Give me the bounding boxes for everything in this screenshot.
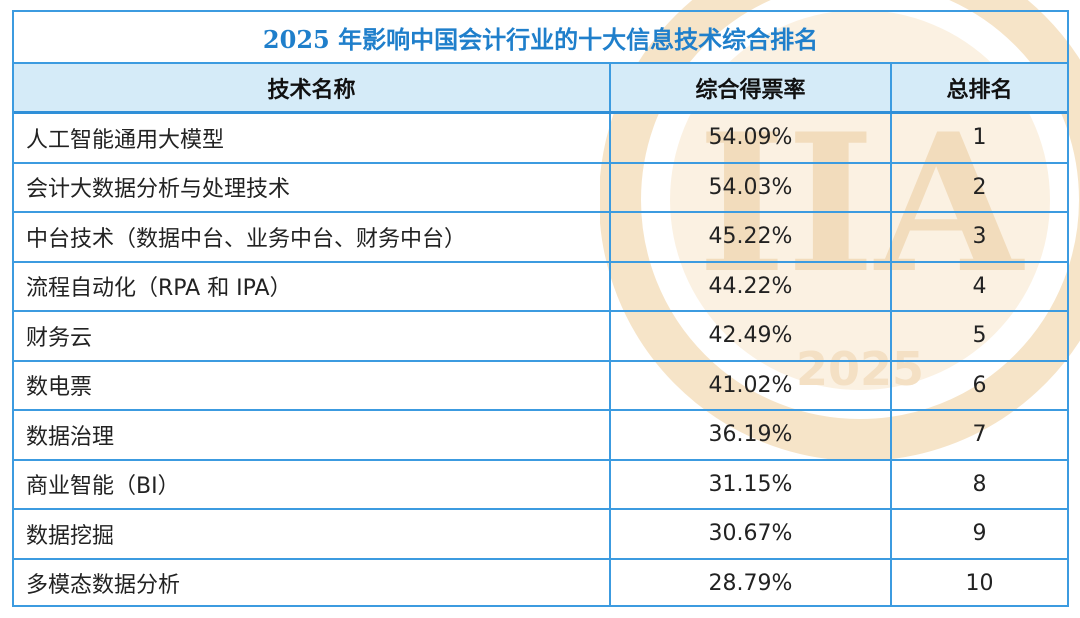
table-row: 中台技术（数据中台、业务中台、财务中台） 45.22% 3 bbox=[14, 212, 1067, 263]
table-row: 人工智能通用大模型 54.09% 1 bbox=[14, 112, 1067, 164]
table-row: 数电票 41.02% 6 bbox=[14, 360, 1067, 411]
vote-rate-cell: 36.19% bbox=[610, 410, 892, 461]
header-row: 技术名称 综合得票率 总排名 bbox=[14, 64, 1067, 114]
table-row: 流程自动化（RPA 和 IPA） 44.22% 4 bbox=[14, 261, 1067, 312]
header-vote-rate: 综合得票率 bbox=[610, 64, 892, 114]
tech-name-cell: 数据治理 bbox=[14, 410, 611, 461]
vote-rate-cell: 45.22% bbox=[610, 212, 892, 263]
tech-name-cell: 中台技术（数据中台、业务中台、财务中台） bbox=[14, 212, 611, 263]
vote-rate-cell: 31.15% bbox=[610, 459, 892, 510]
header-rank: 总排名 bbox=[891, 64, 1067, 114]
table-row: 会计大数据分析与处理技术 54.03% 2 bbox=[14, 162, 1067, 213]
tech-name-cell: 多模态数据分析 bbox=[14, 558, 611, 607]
rank-cell: 7 bbox=[891, 410, 1067, 461]
tech-name-cell: 会计大数据分析与处理技术 bbox=[14, 162, 611, 213]
tech-name-cell: 人工智能通用大模型 bbox=[14, 112, 611, 164]
tech-name-cell: 流程自动化（RPA 和 IPA） bbox=[14, 261, 611, 312]
ranking-table-frame: 2025 年影响中国会计行业的十大信息技术综合排名 技术名称 综合得票率 总排名… bbox=[12, 10, 1069, 607]
table-row: 财务云 42.49% 5 bbox=[14, 311, 1067, 362]
rank-cell: 4 bbox=[891, 261, 1067, 312]
rank-cell: 10 bbox=[965, 570, 994, 596]
table-title: 2025 年影响中国会计行业的十大信息技术综合排名 bbox=[14, 12, 1067, 64]
vote-rate-cell: 28.79% bbox=[610, 558, 892, 607]
rank-cell: 1 bbox=[891, 112, 1067, 164]
rank-cell: 5 bbox=[891, 311, 1067, 362]
table-row: 数据治理 36.19% 7 bbox=[14, 410, 1067, 461]
rank-cell: 3 bbox=[891, 212, 1067, 263]
table-row: 多模态数据分析 28.79% 10 bbox=[14, 558, 1067, 607]
tech-name-cell: 商业智能（BI） bbox=[14, 459, 611, 510]
header-tech-name: 技术名称 bbox=[14, 64, 611, 114]
rank-cell: 6 bbox=[891, 360, 1067, 411]
vote-rate-cell: 41.02% bbox=[610, 360, 892, 411]
tech-name-cell: 数据挖掘 bbox=[14, 509, 611, 560]
rank-cell: 9 bbox=[891, 509, 1067, 560]
tech-name-cell: 数电票 bbox=[14, 360, 611, 411]
vote-rate-cell: 54.09% bbox=[610, 112, 892, 164]
vote-rate-cell: 30.67% bbox=[610, 509, 892, 560]
vote-rate-cell: 42.49% bbox=[610, 311, 892, 362]
rank-cell: 8 bbox=[891, 459, 1067, 510]
ranking-table: 技术名称 综合得票率 总排名 人工智能通用大模型 54.09% 1 会计大数据分… bbox=[14, 64, 1067, 607]
tech-name-cell: 财务云 bbox=[14, 311, 611, 362]
vote-rate-cell: 44.22% bbox=[610, 261, 892, 312]
vote-rate-cell: 54.03% bbox=[610, 162, 892, 213]
table-row: 数据挖掘 30.67% 9 bbox=[14, 509, 1067, 560]
rank-cell: 2 bbox=[891, 162, 1067, 213]
table-row: 商业智能（BI） 31.15% 8 bbox=[14, 459, 1067, 510]
